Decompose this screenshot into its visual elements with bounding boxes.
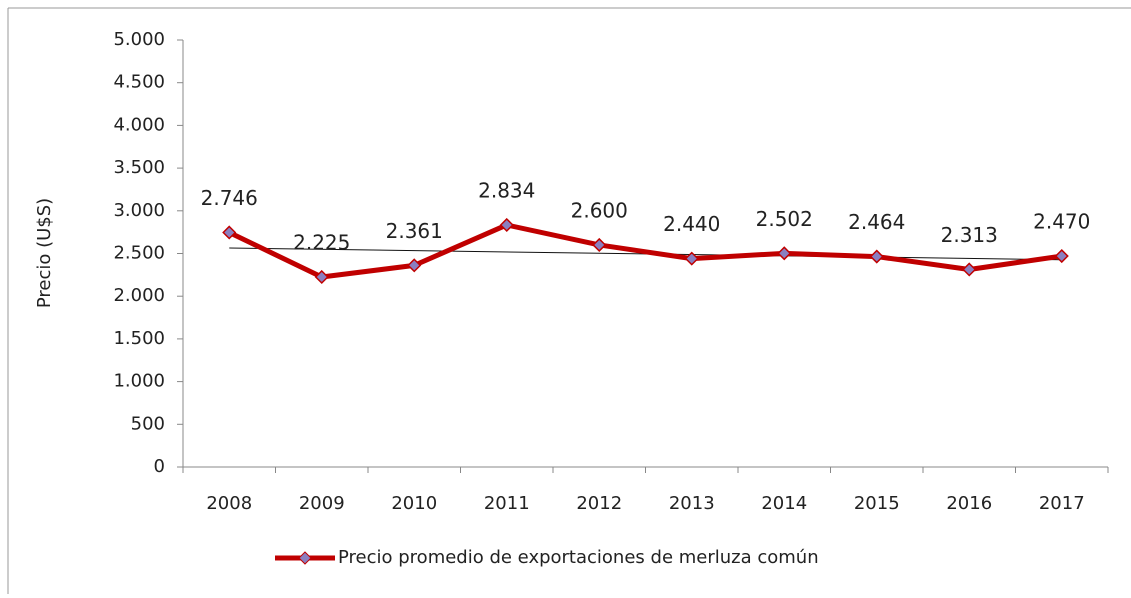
x-tick-label: 2010: [391, 493, 437, 514]
data-point: [1054, 249, 1069, 264]
y-tick-label: 1.500: [113, 328, 165, 349]
y-tick-label: 0: [154, 456, 165, 477]
data-label: 2.502: [756, 207, 813, 231]
data-label: 2.600: [571, 198, 628, 222]
x-tick-label: 2014: [761, 493, 807, 514]
data-label: 2.313: [941, 223, 998, 247]
x-tick-label: 2008: [206, 493, 252, 514]
legend-label: Precio promedio de exportaciones de merl…: [338, 547, 819, 568]
y-tick-label: 3.000: [113, 200, 165, 221]
x-tick-label: 2015: [854, 493, 900, 514]
data-line: [228, 222, 1063, 280]
legend-marker: [298, 551, 312, 565]
data-point: [499, 217, 514, 233]
x-tick-label: 2012: [576, 493, 622, 514]
data-point: [592, 237, 607, 253]
data-label: 2.225: [293, 230, 350, 254]
data-point: [684, 251, 699, 266]
y-tick-label: 5.000: [113, 29, 165, 50]
data-label: 2.464: [848, 210, 905, 234]
y-tick-label: 3.500: [113, 157, 165, 178]
data-label: 2.361: [386, 219, 443, 243]
y-tick-label: 500: [131, 413, 165, 434]
data-point: [869, 249, 884, 264]
y-tick-label: 2.500: [113, 243, 165, 264]
y-axis-label: Precio (U$S): [34, 198, 55, 308]
data-point: [222, 225, 237, 240]
x-tick-label: 2011: [484, 493, 530, 514]
x-tick-label: 2009: [299, 493, 345, 514]
y-tick-label: 1.000: [113, 371, 165, 392]
data-point: [314, 269, 329, 285]
x-tick-label: 2016: [946, 493, 992, 514]
data-label: 2.746: [201, 186, 258, 210]
data-label: 2.834: [478, 178, 535, 202]
data-label: 2.440: [663, 212, 720, 236]
y-tick-label: 4.500: [113, 72, 165, 93]
data-label: 2.470: [1033, 210, 1090, 234]
data-point: [962, 262, 977, 277]
data-point: [407, 258, 422, 273]
x-tick-label: 2013: [669, 493, 715, 514]
data-point: [777, 246, 792, 261]
y-tick-label: 2.000: [113, 285, 165, 306]
y-tick-label: 4.000: [113, 114, 165, 135]
x-tick-label: 2017: [1039, 493, 1085, 514]
